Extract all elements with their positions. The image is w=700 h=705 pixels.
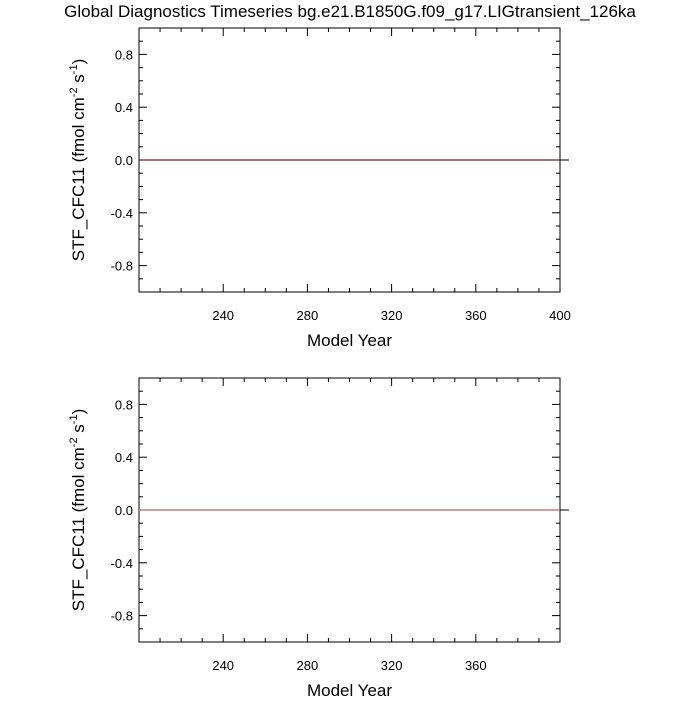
y-axis-title: STF_CFC11 (fmol cm-2 s-1) — [68, 409, 88, 612]
x-tick-label: 320 — [381, 658, 403, 673]
y-tick-label: 0.8 — [115, 47, 133, 62]
x-tick-label: 240 — [212, 658, 234, 673]
figure-title: Global Diagnostics Timeseries bg.e21.B18… — [64, 2, 636, 21]
y-axis-title-part: STF_CFC11 (fmol cm — [69, 97, 88, 261]
y-tick-label: 0.0 — [115, 153, 133, 168]
x-tick-label: 320 — [381, 308, 403, 323]
y-axis-title: STF_CFC11 (fmol cm-2 s-1) — [68, 59, 88, 262]
y-axis-title-part: ) — [69, 409, 88, 415]
x-tick-label: 280 — [297, 658, 319, 673]
x-tick-label: 240 — [212, 308, 234, 323]
top-chart-panel: 0.8 0.4 0.0 -0.4 -0.8 240 280 320 360 400 Model Ye… — [68, 27, 571, 350]
x-tick-label: 360 — [465, 308, 487, 323]
x-tick-label: 280 — [297, 308, 319, 323]
x-tick-label: 400 — [549, 308, 571, 323]
y-axis-title-part: -2 — [68, 87, 80, 97]
y-tick-label: 0.4 — [115, 450, 133, 465]
y-axis-title-part: ) — [69, 59, 88, 65]
x-tick-label: 360 — [465, 658, 487, 673]
y-tick-label: -0.4 — [111, 206, 133, 221]
y-tick-label: -0.8 — [111, 259, 133, 274]
y-axis-title-part: -1 — [68, 414, 80, 424]
x-axis-title: Model Year — [307, 681, 392, 700]
y-tick-label: 0.4 — [115, 100, 133, 115]
y-axis-title-part: STF_CFC11 (fmol cm — [69, 447, 88, 611]
y-tick-label: -0.8 — [111, 609, 133, 624]
y-tick-label: 0.0 — [115, 503, 133, 518]
bottom-chart-panel: 0.8 0.4 0.0 -0.4 -0.8 240 280 320 360 Model Year S… — [68, 377, 569, 700]
y-tick-label: 0.8 — [115, 397, 133, 412]
y-axis-title-part: s — [69, 424, 88, 437]
y-axis-title-part: -1 — [68, 64, 80, 74]
y-tick-label: -0.4 — [111, 556, 133, 571]
x-axis-title: Model Year — [307, 331, 392, 350]
y-axis-title-part: -2 — [68, 437, 80, 447]
y-axis-title-part: s — [69, 74, 88, 87]
